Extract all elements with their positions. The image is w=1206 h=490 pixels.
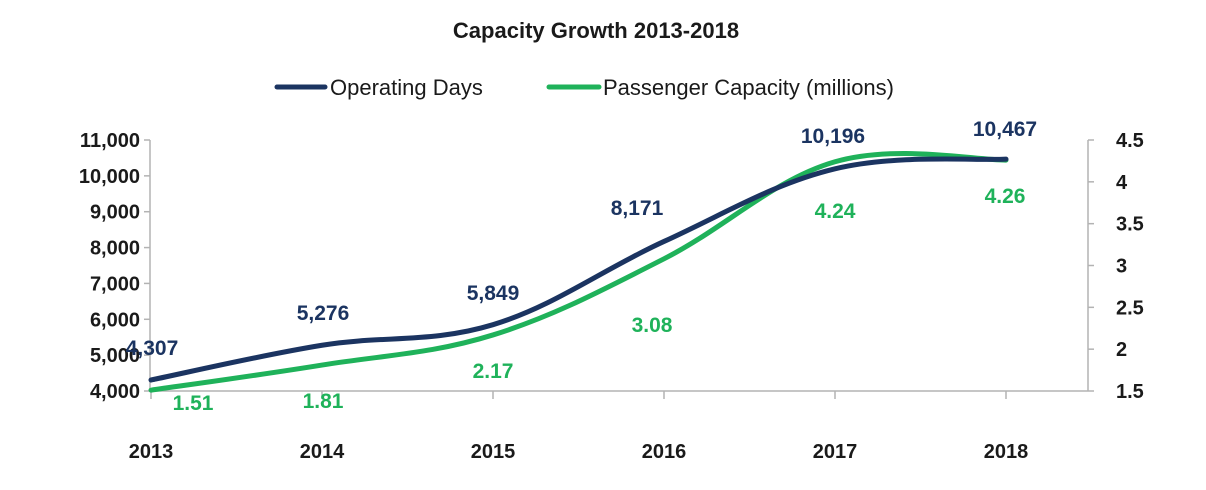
- left-tick-label: 9,000: [90, 202, 140, 224]
- chart-legend: Operating Days Passenger Capacity (millio…: [274, 75, 894, 100]
- series-line-passenger-capacity: [148, 150, 1009, 393]
- data-label-operating-days: 5,849: [467, 282, 520, 305]
- data-label-operating-days: 10,196: [801, 125, 865, 148]
- data-label-passenger-capacity: 4.26: [985, 185, 1026, 208]
- left-tick-label: 11,000: [80, 130, 140, 152]
- legend-label: Passenger Capacity (millions): [603, 75, 894, 100]
- left-tick-label: 7,000: [90, 273, 140, 295]
- right-tick-label: 3.5: [1116, 214, 1144, 236]
- series-line-operating-days: [148, 156, 1009, 383]
- x-tick-label: 2016: [642, 441, 687, 463]
- left-tick-label: 6,000: [90, 309, 140, 331]
- right-tick-label: 2: [1116, 339, 1127, 361]
- data-label-operating-days: 8,171: [611, 197, 664, 220]
- left-tick-label: 4,000: [90, 381, 140, 403]
- x-tick-label: 2015: [471, 441, 516, 463]
- right-tick-label: 1.5: [1116, 381, 1144, 403]
- left-tick-label: 5,000: [90, 345, 140, 367]
- chart-data-labels: 4,307 5,276 5,849 8,171 10,196 10,467 1.51 1.81…: [126, 118, 1037, 415]
- data-label-operating-days: 4,307: [126, 337, 179, 360]
- data-label-passenger-capacity: 4.24: [815, 200, 856, 223]
- x-tick-label: 2017: [813, 441, 858, 463]
- legend-item: Passenger Capacity (millions): [546, 75, 894, 100]
- data-label-operating-days: 10,467: [973, 118, 1037, 141]
- data-label-passenger-capacity: 2.17: [473, 360, 514, 383]
- data-label-passenger-capacity: 1.51: [173, 392, 214, 415]
- x-tick-label: 2014: [300, 441, 345, 463]
- left-tick-label: 10,000: [79, 166, 140, 188]
- right-tick-label: 4.5: [1116, 130, 1144, 152]
- right-tick-label: 4: [1116, 172, 1128, 194]
- x-tick-label: 2013: [129, 441, 174, 463]
- data-label-operating-days: 5,276: [297, 302, 350, 325]
- right-tick-label: 3: [1116, 256, 1127, 278]
- chart-lines: [148, 150, 1009, 393]
- chart-title: Capacity Growth 2013-2018: [453, 18, 739, 43]
- left-tick-label: 8,000: [90, 238, 140, 260]
- chart-axes: 4,000 5,000 6,000 7,000 8,000 9,000 10,000 11,0…: [79, 130, 1144, 463]
- right-tick-label: 2.5: [1116, 297, 1144, 319]
- x-tick-label: 2018: [984, 441, 1029, 463]
- legend-item: Operating Days: [274, 75, 483, 100]
- data-label-passenger-capacity: 3.08: [632, 314, 673, 337]
- legend-label: Operating Days: [330, 75, 483, 100]
- data-label-passenger-capacity: 1.81: [303, 390, 344, 413]
